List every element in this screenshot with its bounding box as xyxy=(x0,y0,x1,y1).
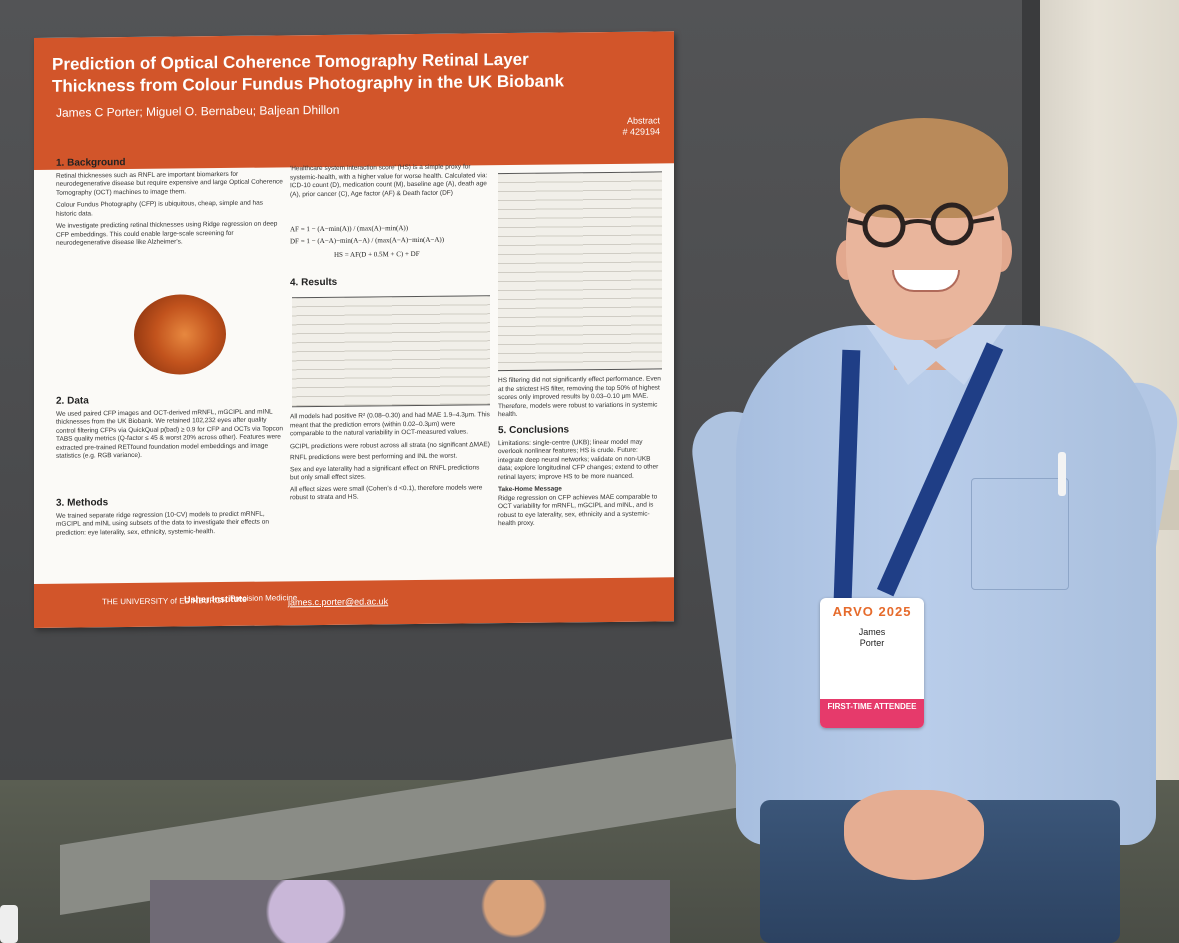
results-table-rows xyxy=(292,296,490,407)
fundus-image xyxy=(134,293,226,375)
background-item: We investigate predicting retinal thickn… xyxy=(56,220,278,247)
formula-af: AF = 1 − (A−min(A)) / (max(A)−min(A)) xyxy=(290,224,409,234)
badge-last-name: Porter xyxy=(859,638,885,648)
hair xyxy=(840,118,1008,218)
cup xyxy=(0,905,18,943)
poster-abstract-id: Abstract # 429194 xyxy=(622,115,660,137)
background-item: Colour Fundus Photography (CFP) is ubiqu… xyxy=(56,199,264,218)
conclusions-text: Limitations: single-centre (UKB); linear… xyxy=(498,438,659,481)
carpet-pattern xyxy=(150,880,670,943)
results-summary: All models had positive R² (0.08–0.30) a… xyxy=(290,411,490,503)
poster-conclusions-section: 5. Conclusions Limitations: single-centr… xyxy=(498,424,662,528)
poster-methods-section: 3. Methods We trained separate ridge reg… xyxy=(56,497,284,537)
poster-results-section: 4. Results xyxy=(290,277,490,292)
presenter: ARVO 2025 James Porter FIRST-TIME ATTEND… xyxy=(687,110,1179,943)
results-item: Sex and eye laterality had a significant… xyxy=(290,463,480,482)
results-text: All models had positive R² (0.08–0.30) a… xyxy=(290,411,490,438)
shirt xyxy=(736,325,1156,845)
poster-title: Prediction of Optical Coherence Tomograp… xyxy=(52,49,564,96)
take-home-text: Ridge regression on CFP achieves MAE com… xyxy=(498,492,658,528)
methods-text: We trained separate ridge regression (10… xyxy=(56,510,269,537)
section-data-heading: 2. Data xyxy=(56,395,89,407)
abstract-label: Abstract xyxy=(626,115,660,126)
poster-header: Prediction of Optical Coherence Tomograp… xyxy=(34,31,674,170)
first-time-ribbon: FIRST-TIME ATTENDEE xyxy=(820,699,924,728)
poster-column-1: 1. Background Retinal thicknesses such a… xyxy=(56,157,284,248)
name-badge: ARVO 2025 James Porter FIRST-TIME ATTEND… xyxy=(820,598,924,728)
formula-df: DF = 1 − (A−A)−min(A−A) / (max(A−A)−min(… xyxy=(290,235,445,246)
results-item: All effect sizes were small (Cohen's d <… xyxy=(290,483,483,502)
poster-authors: James C Porter; Miguel O. Bernabeu; Balj… xyxy=(56,102,340,120)
glasses-icon xyxy=(847,202,995,248)
clasped-hands xyxy=(844,790,984,880)
section-results-heading: 4. Results xyxy=(290,276,338,289)
data-text: We used paired CFP images and OCT-derive… xyxy=(56,408,283,460)
hs-text: 'Healthcare system interaction score' (H… xyxy=(290,163,488,198)
pen xyxy=(1058,452,1066,496)
author-email: james.c.porter@ed.ac.uk xyxy=(288,596,389,608)
badge-name: James Porter xyxy=(820,627,924,649)
results-item: GCIPL predictions were robust across all… xyxy=(290,440,490,450)
strata-table-rows xyxy=(498,172,662,371)
shirt-pocket xyxy=(971,478,1069,590)
results-item: RNFL predictions were best performing an… xyxy=(290,452,458,462)
poster-data-section: 2. Data We used paired CFP images and OC… xyxy=(56,395,284,461)
section-conclusions-heading: 5. Conclusions xyxy=(498,424,570,437)
formula-hs: HS = AF(D + 0.5M + C) + DF xyxy=(334,249,420,259)
badge-first-name: James xyxy=(858,627,886,637)
poster-footer: THE UNIVERSITY of EDINBURGH Usher Instit… xyxy=(34,577,674,628)
strata-table xyxy=(498,171,662,372)
research-poster: Prediction of Optical Coherence Tomograp… xyxy=(34,31,674,629)
hs-filter-text: HS filtering did not significantly effec… xyxy=(498,375,661,419)
background-item: Retinal thicknesses such as RNFL are imp… xyxy=(56,170,283,197)
section-methods-heading: 3. Methods xyxy=(56,497,109,509)
results-table xyxy=(292,295,490,408)
section-background-heading: 1. Background xyxy=(56,157,126,169)
badge-event-logo: ARVO 2025 xyxy=(832,604,912,619)
abstract-number: # 429194 xyxy=(622,126,660,137)
